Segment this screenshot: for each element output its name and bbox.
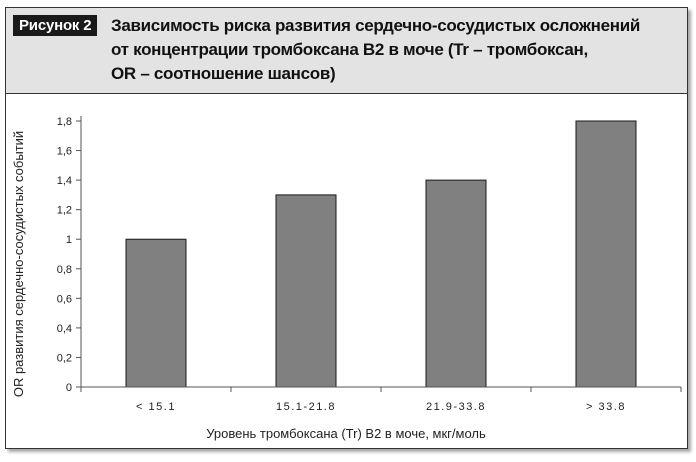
figure-header: Рисунок 2 Зависимость риска развития сер… bbox=[6, 8, 687, 94]
y-tick-label: 1,6 bbox=[57, 146, 72, 158]
x-tick-label: 15.1-21.8 bbox=[276, 401, 336, 413]
figure-frame: Рисунок 2 Зависимость риска развития сер… bbox=[5, 7, 688, 449]
y-tick-label: 0,4 bbox=[57, 323, 72, 335]
y-tick-label: 1,8 bbox=[57, 116, 72, 128]
figure-label: Рисунок 2 bbox=[13, 15, 98, 36]
figure-title-line-3: OR – соотношение шансов) bbox=[111, 64, 336, 83]
y-axis-ticks: 0 0,2 0,4 0,6 0,8 1 1,2 1,4 1,6 1,8 bbox=[57, 116, 81, 394]
figure-title-line-2: от концентрации тромбоксана B2 в моче (T… bbox=[111, 40, 588, 59]
bar bbox=[275, 194, 337, 388]
bar-chart: 0 0,2 0,4 0,6 0,8 1 1,2 1,4 1,6 1,8 < 15.1 15.1-21… bbox=[11, 116, 682, 441]
y-tick-label: 0,2 bbox=[57, 352, 72, 364]
x-tick-label: < 15.1 bbox=[136, 401, 176, 413]
figure-title: Зависимость риска развития сердечно-сосу… bbox=[111, 14, 681, 86]
bar bbox=[125, 238, 187, 388]
x-tick-label: > 33.8 bbox=[586, 401, 626, 413]
y-tick-label: 0,8 bbox=[57, 264, 72, 276]
bar-series bbox=[125, 120, 637, 388]
y-tick-label: 1,4 bbox=[57, 175, 72, 187]
y-tick-label: 1 bbox=[66, 234, 72, 246]
bar bbox=[575, 120, 637, 388]
x-axis-label: Уровень тромбоксана (Tr) B2 в моче, мкг/… bbox=[206, 426, 486, 441]
y-tick-label: 0 bbox=[66, 382, 72, 394]
x-axis-ticks: < 15.1 15.1-21.8 21.9-33.8 > 33.8 bbox=[80, 387, 682, 413]
figure-title-line-1: Зависимость риска развития сердечно-сосу… bbox=[111, 16, 641, 35]
bar bbox=[425, 179, 487, 388]
x-tick-label: 21.9-33.8 bbox=[426, 401, 486, 413]
y-tick-label: 1,2 bbox=[57, 205, 72, 217]
y-axis-label: OR развития сердечно-сосудистых событий bbox=[11, 131, 26, 397]
y-tick-label: 0,6 bbox=[57, 293, 72, 305]
